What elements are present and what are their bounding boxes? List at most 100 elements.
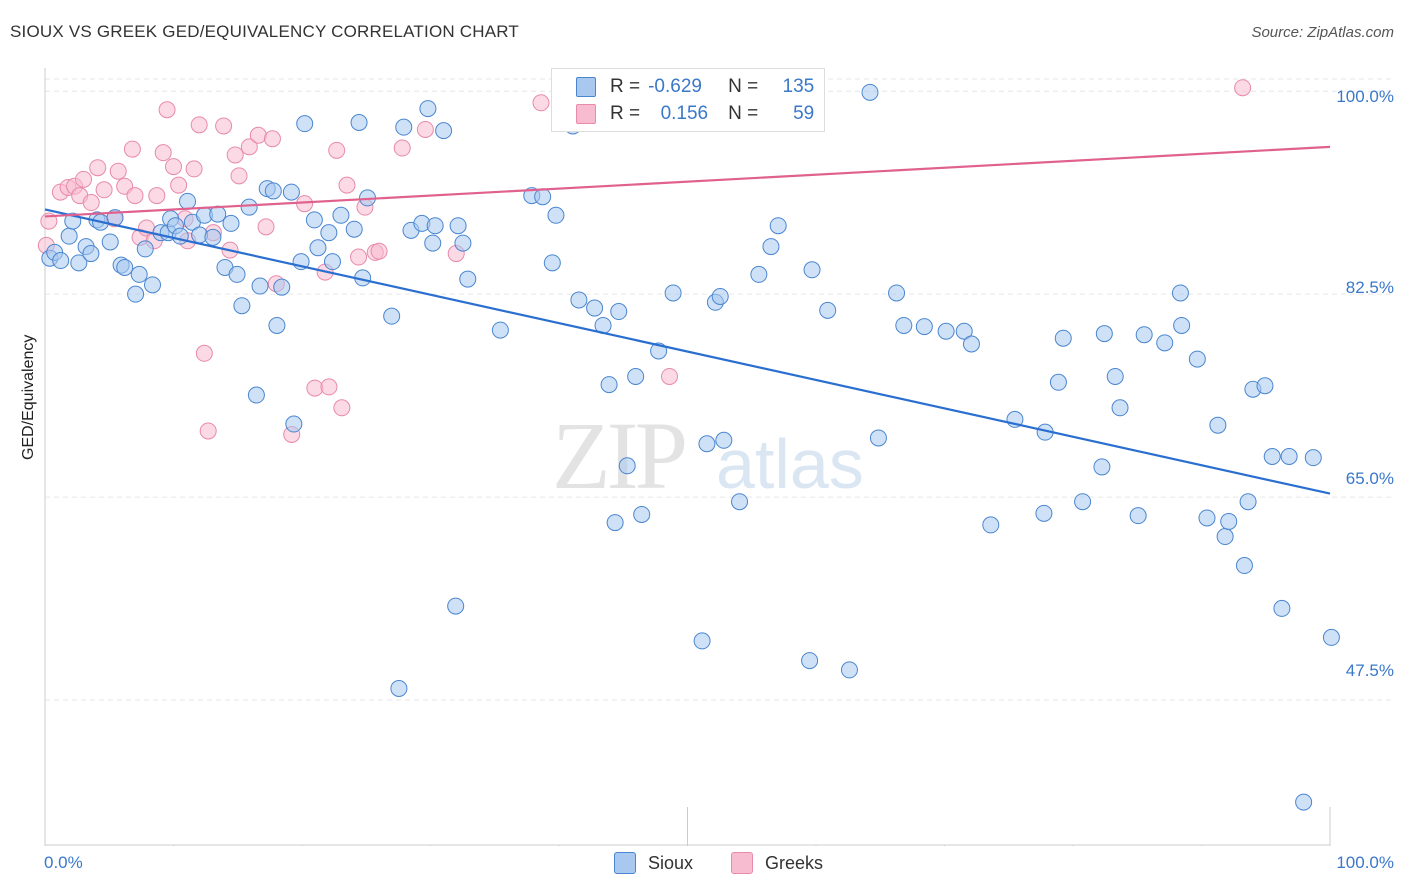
r-label: R = [610,103,641,124]
sioux-point [600,376,618,394]
sioux-point [419,100,437,118]
y-tick-label: 100.0% [1336,87,1394,106]
sioux-point [60,227,78,245]
sioux-point [1111,399,1129,417]
sioux-point [296,115,314,133]
greeks-point [1234,79,1252,97]
greeks-point [170,176,188,194]
sioux-point [282,183,300,201]
legend-row-greeks: R = 0.156 N = 59 [576,101,814,127]
legend-label-sioux: Sioux [648,852,694,873]
sioux-point [711,287,729,305]
sioux-point [1188,350,1206,368]
greeks-point [306,379,324,397]
greeks-point [661,367,679,385]
greeks-point [154,144,172,162]
sioux-point [861,83,879,101]
n-label: N = [728,103,759,124]
sioux-point [895,316,913,334]
greeks-point [185,160,203,178]
sioux-point [228,265,246,283]
greeks-point [89,159,107,177]
sioux-point [320,224,338,242]
greeks-point [226,146,244,164]
sioux-point [547,206,565,224]
r-value: 0.156 [660,103,709,124]
greeks-point [190,116,208,134]
greeks-point [95,181,113,199]
sioux-point [1239,493,1257,511]
sioux-point [1129,507,1147,525]
sioux-point [454,234,472,252]
sioux-point [222,214,240,232]
greeks-point [123,140,141,158]
sioux-point [1273,599,1291,617]
sioux-point [264,182,282,200]
sioux-point [491,321,509,339]
sioux-point [332,206,350,224]
sioux-point [915,318,933,336]
legend-item-greeks[interactable]: Greeks [731,852,823,874]
sioux-point [1220,512,1238,530]
greeks-point [148,187,166,205]
sioux-point [1295,793,1313,811]
legend-item-sioux[interactable]: Sioux [614,852,693,874]
x-tick-label: 0.0% [44,853,83,872]
greeks-legend-icon [731,852,754,874]
sioux-point [610,303,628,321]
greeks-point [350,248,368,266]
sioux-point [664,284,682,302]
greeks-point [215,117,233,135]
greeks-swatch-icon [576,104,596,124]
sioux-point [204,228,222,246]
series-legend: Sioux Greeks [614,852,861,874]
sioux-point [1074,493,1092,511]
sioux-point [801,652,819,670]
sioux-point [350,114,368,132]
y-tick-label: 47.5% [1345,661,1394,680]
sioux-point [309,239,327,257]
sioux-point [345,220,363,238]
sioux-point [840,661,858,679]
sioux-trend-line [44,208,1331,495]
sioux-point [1156,334,1174,352]
greeks-point [257,218,275,236]
sioux-point [101,233,119,251]
sioux-point [698,435,716,453]
sioux-point [285,415,303,433]
watermark-zip: ZIP [552,402,688,509]
sioux-point [618,457,636,475]
sioux-point [869,429,887,447]
sioux-point [633,505,651,523]
greeks-point [195,344,213,362]
sioux-point [1093,458,1111,476]
greeks-point [333,399,351,417]
sioux-point [1035,504,1053,522]
sioux-point [534,188,552,206]
greeks-point [165,158,182,176]
chart-title: SIOUX VS GREEK GED/EQUIVALENCY CORRELATI… [10,22,520,41]
sioux-point [819,301,837,319]
n-value: 135 [782,76,815,97]
sioux-point [803,261,821,279]
legend-label-greeks: Greeks [765,852,824,873]
sioux-point [179,192,197,210]
sioux-point [627,367,645,385]
trend-lines [44,145,1331,495]
y-tick-label: 65.0% [1345,469,1394,488]
sioux-point [1106,367,1124,385]
x-tick-label: 100.0% [1336,853,1394,872]
greeks-point [158,101,176,119]
sioux-point [426,217,444,235]
sioux-point [52,252,70,270]
sioux-legend-icon [614,852,636,874]
greeks-point [263,130,281,148]
n-label: N = [728,76,759,97]
sioux-point [1198,509,1216,527]
sioux-point [1135,326,1153,344]
sioux-point [750,265,768,283]
greeks-point [338,176,356,194]
sioux-point [769,217,787,235]
watermark-atlas: atlas [716,425,864,503]
source-label: Source: ZipAtlas.com [1251,24,1394,41]
